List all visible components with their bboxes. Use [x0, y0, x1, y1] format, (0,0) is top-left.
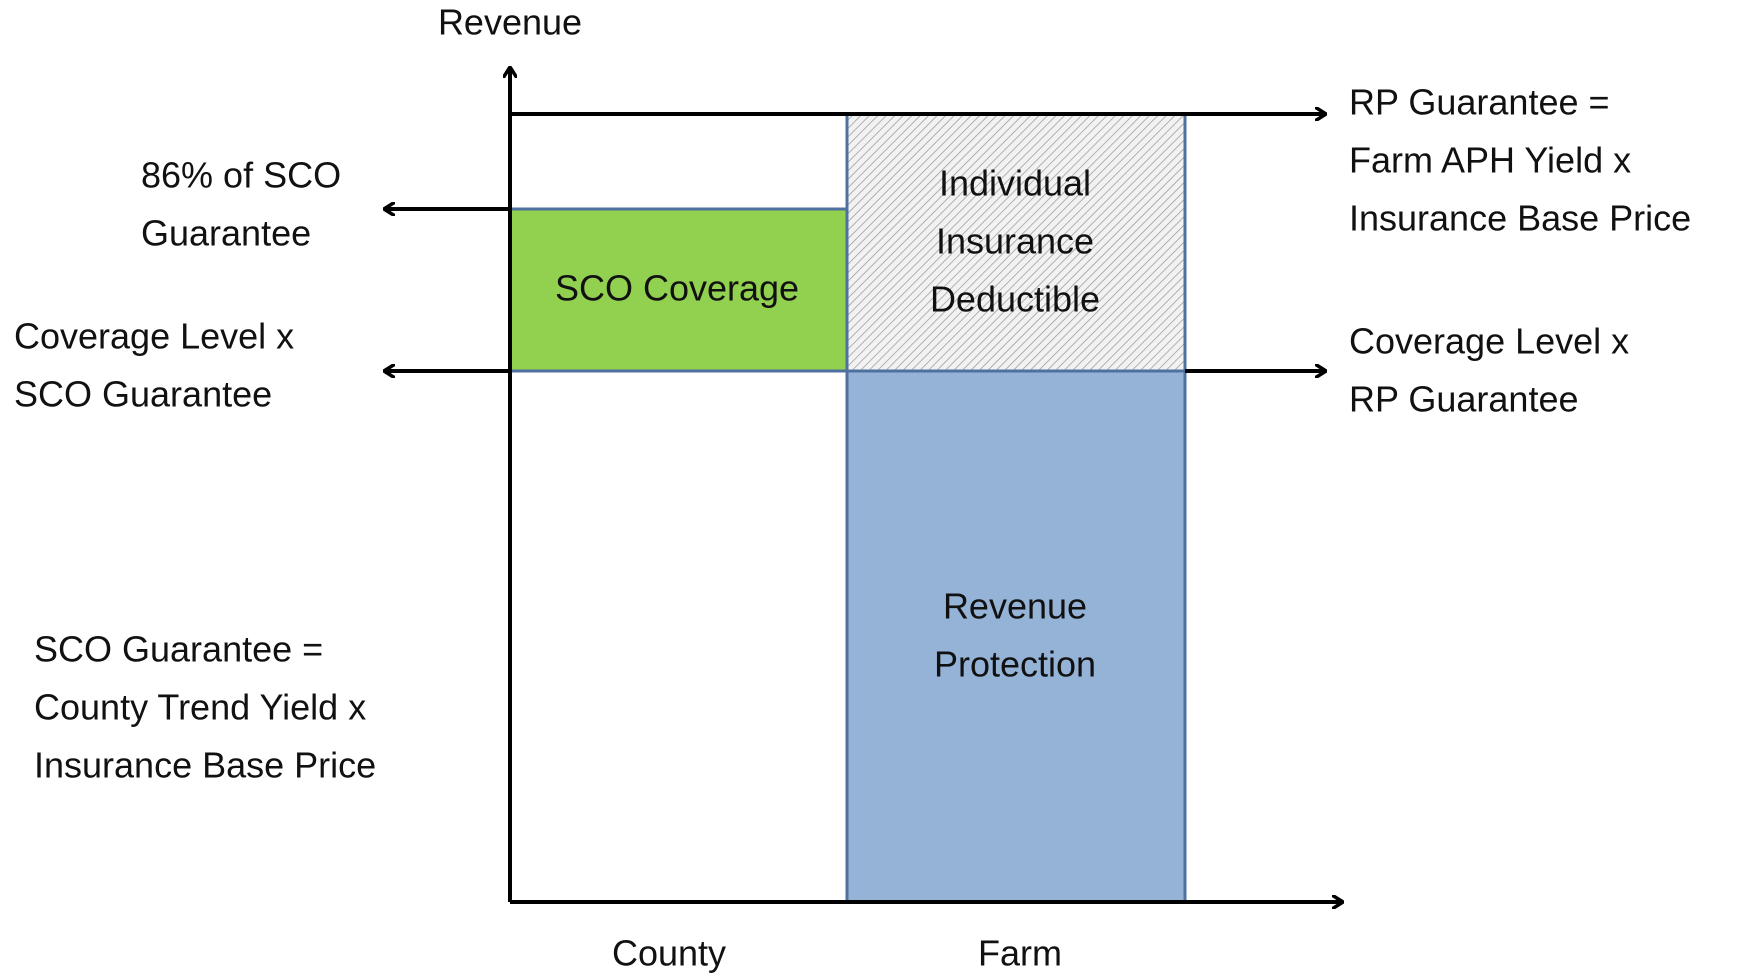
box-label: Insurance [936, 221, 1094, 262]
right-label: Farm APH Yield x [1349, 140, 1631, 181]
rp-box [845, 369, 1187, 904]
right-label: Insurance Base Price [1349, 198, 1691, 239]
box-label: Individual [939, 163, 1091, 204]
left-label: SCO Guarantee = [34, 629, 323, 670]
deductible-box [845, 112, 1187, 373]
box-label: SCO Coverage [555, 268, 799, 309]
right-label: RP Guarantee [1349, 379, 1578, 420]
left-label: 86% of SCO [141, 155, 341, 196]
left-label: County Trend Yield x [34, 687, 366, 728]
left-label: SCO Guarantee [14, 374, 272, 415]
x-category-label: Farm [978, 933, 1062, 974]
box-label: Deductible [930, 279, 1100, 320]
x-category-label: County [612, 933, 726, 974]
left-label: Insurance Base Price [34, 745, 376, 786]
box-label: Revenue [943, 586, 1087, 627]
left-label: Coverage Level x [14, 316, 294, 357]
y-axis-label: Revenue [438, 2, 582, 43]
sco-box [508, 207, 849, 373]
right-label: Coverage Level x [1349, 321, 1629, 362]
right-label: RP Guarantee = [1349, 82, 1610, 123]
left-label: Guarantee [141, 213, 311, 254]
box-label: Protection [934, 644, 1096, 685]
